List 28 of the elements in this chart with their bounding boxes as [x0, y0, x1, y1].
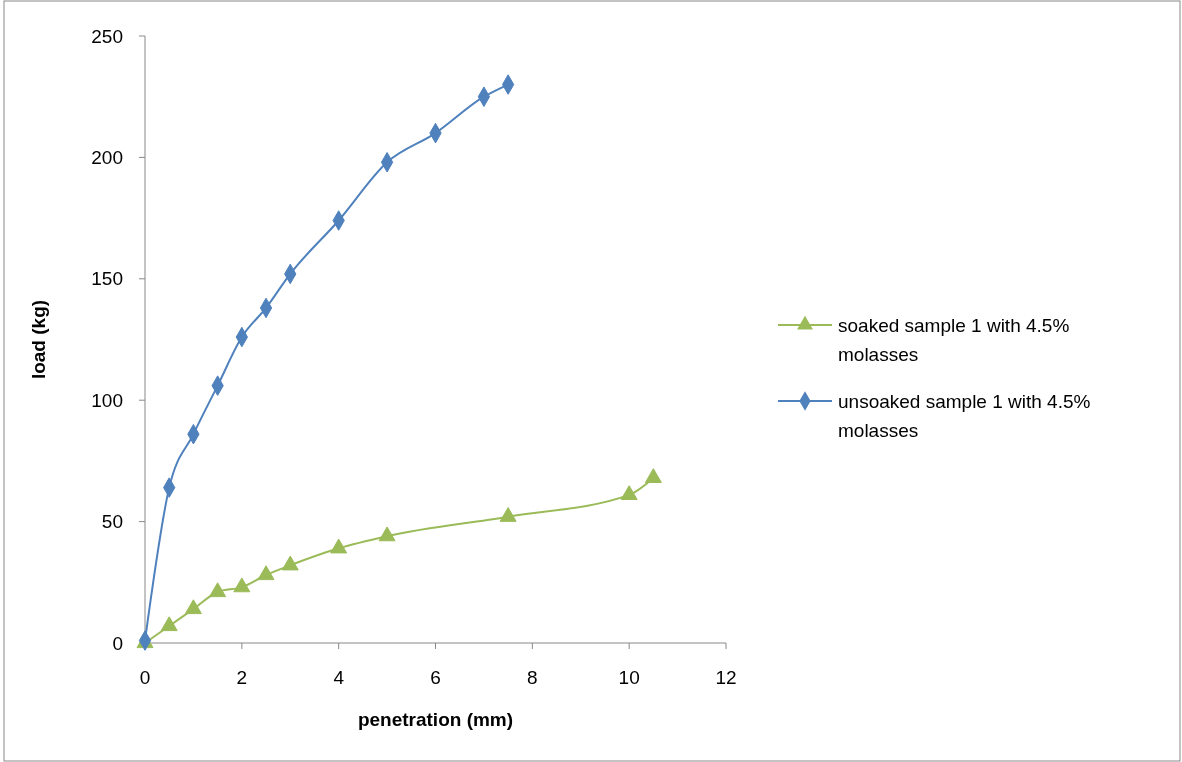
point [620, 485, 638, 500]
point [257, 565, 275, 581]
y-tick-label: 50 [101, 511, 123, 533]
x-tick-label: 6 [430, 667, 441, 688]
point [281, 555, 299, 571]
x-axis-title: penetration (mm) [357, 709, 514, 730]
y-tick-label: 200 [91, 147, 123, 169]
y-tick-label: 0 [112, 632, 123, 654]
y-tick-label: 250 [91, 25, 123, 47]
legend-label: soaked sample 1 with 4.5% molasses [838, 314, 1070, 365]
point [184, 599, 202, 615]
x-tick-label: 0 [139, 667, 151, 688]
x-tick-label: 8 [527, 667, 538, 688]
point [499, 507, 517, 522]
y-tick-label: 150 [91, 268, 123, 290]
point [644, 468, 662, 483]
point [378, 526, 396, 542]
point [160, 616, 178, 632]
point [209, 582, 227, 598]
legend-label: unsoaked sample 1 with 4.5% molasses [838, 390, 1091, 441]
x-tick-label: 2 [236, 667, 248, 688]
x-tick-label: 12 [715, 667, 737, 688]
point [330, 538, 348, 554]
y-axis-title: load (kg) [28, 299, 49, 380]
y-tick-label: 100 [91, 389, 123, 411]
x-tick-label: 4 [333, 667, 345, 688]
x-tick-label: 10 [618, 667, 640, 688]
point [233, 577, 251, 593]
